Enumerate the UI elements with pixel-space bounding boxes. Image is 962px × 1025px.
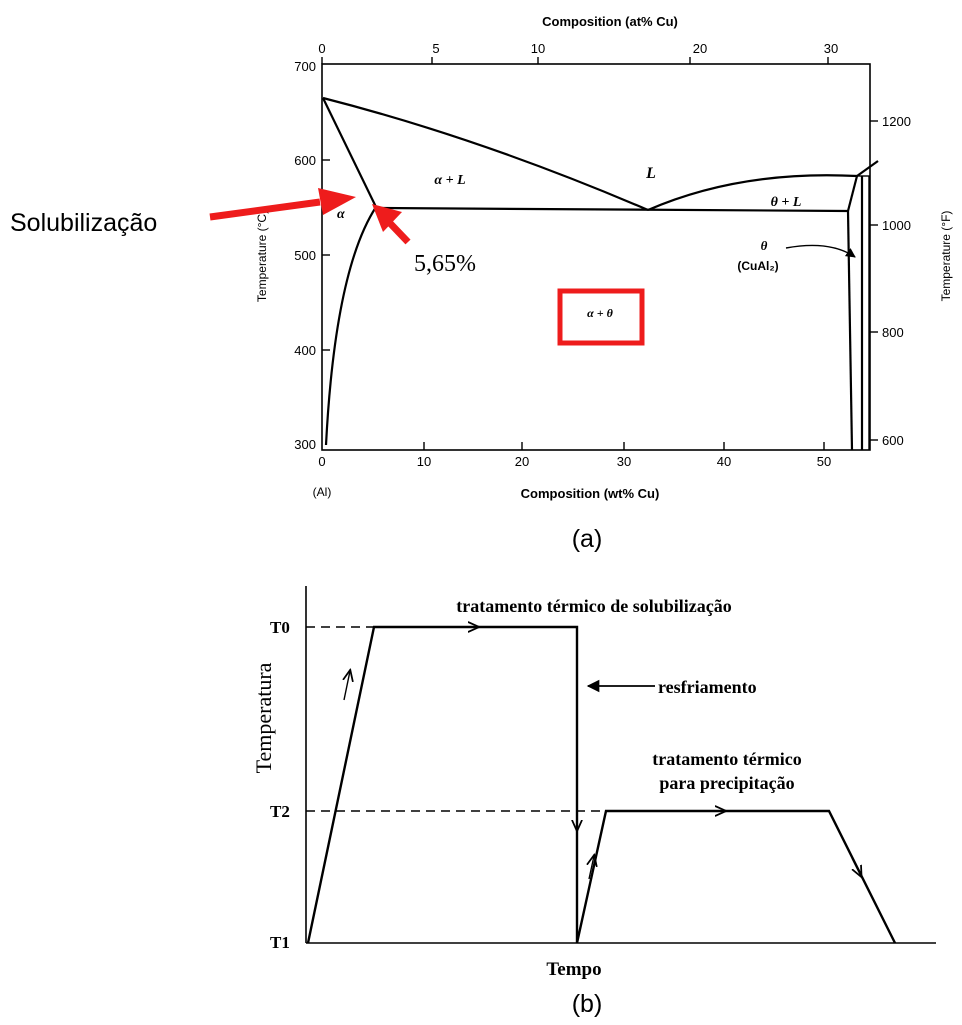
solution-treatment-label: tratamento térmico de solubilização <box>456 596 731 616</box>
solubilization-arrow <box>209 188 356 221</box>
y-label-t1: T1 <box>270 933 290 952</box>
reheat-arrow <box>589 856 594 880</box>
precipitation-label-line1: tratamento térmico <box>652 749 801 769</box>
quench-label: resfriamento <box>658 677 757 697</box>
y-label-t0: T0 <box>270 618 290 637</box>
eutectic-line <box>375 206 849 213</box>
right-tick-label: 1200 <box>882 114 911 129</box>
solubility-limit-arrow <box>372 204 411 245</box>
left-tick-label: 400 <box>294 343 316 358</box>
bottom-tick-label: 10 <box>417 454 431 469</box>
solubilization-label: Solubilização <box>10 209 157 237</box>
bottom-axis-ticks: 0 10 20 30 40 50 <box>318 442 831 469</box>
bottom-tick-label: 30 <box>617 454 631 469</box>
alpha-theta-highlight-box <box>557 288 645 346</box>
top-axis-title: Composition (at% Cu) <box>542 14 678 29</box>
top-tick-label: 0 <box>318 41 325 56</box>
y-axis-title: Temperatura <box>251 662 276 773</box>
region-theta-compound: (CuAl₂) <box>737 259 778 273</box>
temperature-profile <box>306 625 897 944</box>
bottom-origin-label: (Al) <box>313 485 332 499</box>
liquidus-steep <box>856 160 879 177</box>
heating-arrow <box>344 671 350 701</box>
left-axis-title: Temperature (°C) <box>255 210 269 302</box>
liquidus-left <box>322 96 649 212</box>
cooling-arrow <box>851 857 861 876</box>
region-L: L <box>645 165 656 182</box>
region-alpha-plus-theta: α + θ <box>587 306 613 320</box>
region-alpha-plus-L: α + L <box>434 173 465 188</box>
precipitation-label-line2: para precipitação <box>659 773 794 793</box>
bottom-tick-label: 0 <box>318 454 325 469</box>
right-tick-label: 600 <box>882 433 904 448</box>
top-tick-label: 10 <box>531 41 545 56</box>
theta-boundary-left <box>846 175 859 212</box>
phase-diagram: Composition (at% Cu) 0 5 10 20 30 700 60… <box>10 14 953 553</box>
max-solubility-label: 5,65% <box>414 251 476 277</box>
right-axis-ticks: 1200 1000 800 600 <box>870 114 911 448</box>
solvus-alpha <box>324 206 377 446</box>
left-tick-label: 500 <box>294 248 316 263</box>
caption-a: (a) <box>572 525 603 553</box>
bottom-tick-label: 50 <box>817 454 831 469</box>
top-tick-label: 5 <box>432 41 439 56</box>
left-tick-label: 600 <box>294 153 316 168</box>
theta-boundary-left-low <box>846 210 854 451</box>
right-tick-label: 1000 <box>882 218 911 233</box>
theta-pointer <box>785 244 856 258</box>
right-tick-label: 800 <box>882 325 904 340</box>
phase-boundaries <box>322 96 879 451</box>
heat-treatment-diagram: Temperatura Tempo T0 T2 T1 tratamento té… <box>251 586 936 1018</box>
y-label-t2: T2 <box>270 802 290 821</box>
region-alpha: α <box>337 207 345 222</box>
liquidus-right <box>647 174 858 212</box>
right-axis-title: Temperature (°F) <box>939 211 953 302</box>
caption-b: (b) <box>572 990 603 1018</box>
phase-diagram-frame <box>321 63 871 451</box>
bottom-axis-title: Composition (wt% Cu) <box>521 486 660 501</box>
solidus-alpha <box>322 97 377 208</box>
left-tick-label: 300 <box>294 437 316 452</box>
top-tick-label: 20 <box>693 41 707 56</box>
bottom-tick-label: 40 <box>717 454 731 469</box>
bottom-tick-label: 20 <box>515 454 529 469</box>
x-axis-title: Tempo <box>546 959 601 980</box>
top-tick-label: 30 <box>824 41 838 56</box>
top-axis-ticks: 0 5 10 20 30 <box>318 41 838 64</box>
left-axis-ticks: 700 600 500 400 300 <box>294 59 330 452</box>
left-tick-label: 700 <box>294 59 316 74</box>
region-theta-plus-L: θ + L <box>771 195 802 210</box>
region-theta: θ <box>761 238 768 253</box>
